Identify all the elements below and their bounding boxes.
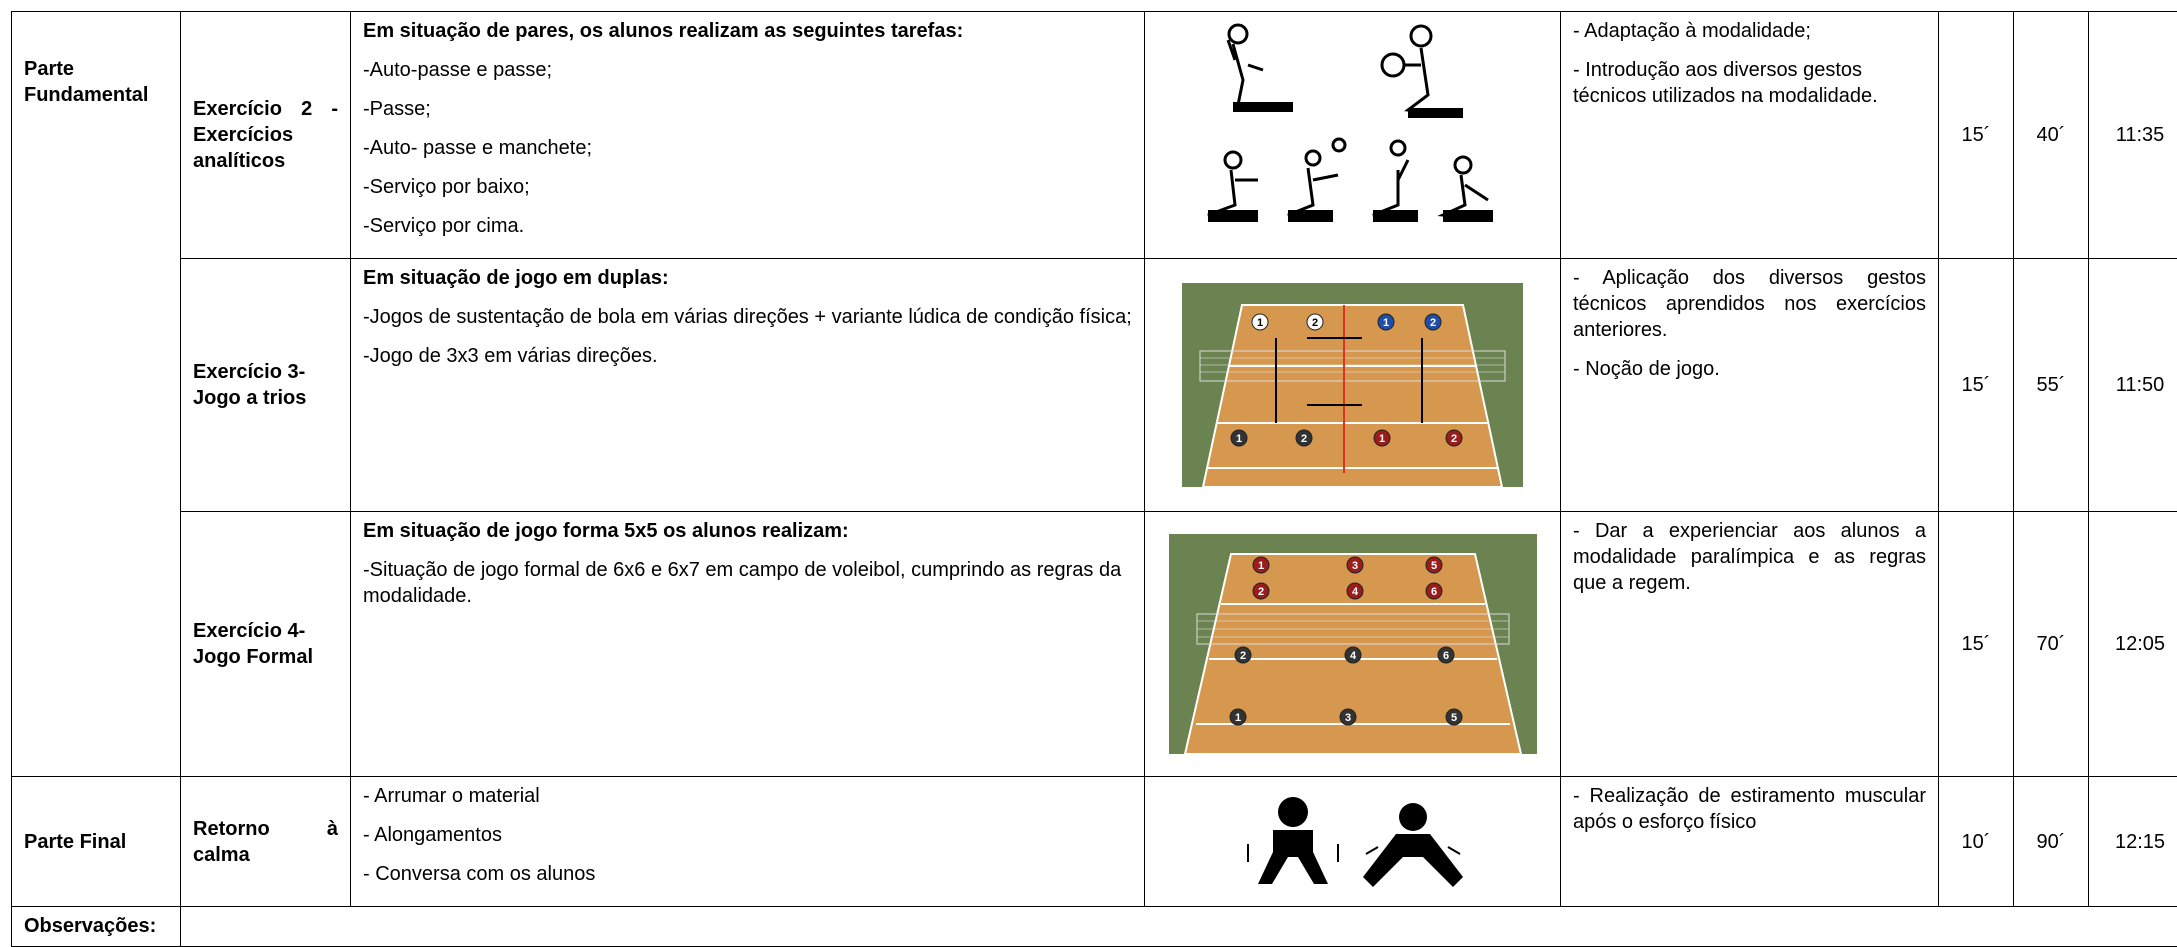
player-number: 2 xyxy=(1301,433,1307,445)
court-diagram: 1 2 1 2 1 2 1 2 xyxy=(1182,283,1523,487)
notes-label: Observações: xyxy=(12,907,181,947)
player-number: 3 xyxy=(1344,712,1350,724)
player-number: 2 xyxy=(1430,317,1436,329)
total: 55´ xyxy=(2014,259,2089,512)
player-number: 2 xyxy=(1257,586,1263,598)
stretching-figures xyxy=(1228,792,1478,892)
task: -Passe; xyxy=(363,96,1132,122)
objective: - Noção de jogo. xyxy=(1573,356,1926,382)
player-number: 6 xyxy=(1430,586,1436,598)
section: Parte Fundamental xyxy=(24,58,148,106)
task-heading: Em situação de jogo em duplas: xyxy=(363,265,1132,291)
image-cell: 1 2 1 2 1 2 1 2 xyxy=(1145,259,1561,512)
lesson-plan-table: Parte Fundamental Exercício 2 - Exercíci… xyxy=(11,11,2177,947)
player-number: 3 xyxy=(1351,560,1357,572)
task: -Auto- passe e manchete; xyxy=(363,135,1132,161)
exercise: Retorno à calma xyxy=(181,777,351,907)
objective-cell: - Adaptação à modalidade; - Introdução ao… xyxy=(1561,12,1939,259)
duration: 15´ xyxy=(1939,512,2014,777)
player-number: 6 xyxy=(1442,650,1448,662)
objective: - Introdução aos diversos gestos técnico… xyxy=(1573,57,1926,109)
objective: - Aplicação dos diversos gestos técnicos… xyxy=(1573,265,1926,343)
task: -Auto-passe e passe; xyxy=(363,57,1132,83)
section: Parte Final xyxy=(12,777,181,907)
task-cell: - Arrumar o material - Alongamentos - Conv… xyxy=(351,777,1145,907)
objective-cell: - Aplicação dos diversos gestos técnicos… xyxy=(1561,259,1939,512)
player-number: 2 xyxy=(1312,317,1318,329)
page: Parte Fundamental Exercício 2 - Exercíci… xyxy=(0,0,2177,920)
image-cell xyxy=(1145,777,1561,907)
court-diagram: 1 3 5 2 4 6 2 4 6 1 3 5 xyxy=(1169,534,1537,754)
total: 90´ xyxy=(2014,777,2089,907)
sitting-volley-figures xyxy=(1203,20,1503,250)
player-number: 1 xyxy=(1234,712,1240,724)
time: 12:15 xyxy=(2089,777,2177,907)
task: -Serviço por cima. xyxy=(363,213,1132,239)
player-number: 4 xyxy=(1349,650,1356,662)
time: 12:05 xyxy=(2089,512,2177,777)
player-number: 4 xyxy=(1351,586,1358,598)
objective: - Adaptação à modalidade; xyxy=(1573,18,1926,44)
player-number: 2 xyxy=(1239,650,1245,662)
duration: 10´ xyxy=(1939,777,2014,907)
exercise: Exercício 2 - Exercícios analíticos xyxy=(181,12,351,259)
exercise: Exercício 3- Jogo a trios xyxy=(181,259,351,512)
objective: - Dar a experienciar aos alunos a modali… xyxy=(1573,518,1926,596)
player-number: 2 xyxy=(1451,433,1457,445)
time: 11:50 xyxy=(2089,259,2177,512)
task: - Arrumar o material xyxy=(363,783,1132,809)
player-number: 5 xyxy=(1450,712,1456,724)
task-heading: Em situação de jogo forma 5x5 os alunos … xyxy=(363,518,1132,544)
objective-cell: - Dar a experienciar aos alunos a modali… xyxy=(1561,512,1939,777)
objective: - Realização de estiramento muscular apó… xyxy=(1573,783,1926,835)
total: 70´ xyxy=(2014,512,2089,777)
player-number: 1 xyxy=(1236,433,1242,445)
task: -Situação de jogo formal de 6x6 e 6x7 em… xyxy=(363,557,1132,609)
task: - Conversa com os alunos xyxy=(363,861,1132,887)
image-cell: 1 3 5 2 4 6 2 4 6 1 3 5 xyxy=(1145,512,1561,777)
player-number: 1 xyxy=(1379,433,1385,445)
task-heading: Em situação de pares, os alunos realizam… xyxy=(363,18,1132,44)
player-number: 1 xyxy=(1257,317,1263,329)
task: -Jogos de sustentação de bola em várias … xyxy=(363,304,1132,330)
image-cell xyxy=(1145,12,1561,259)
duration: 15´ xyxy=(1939,12,2014,259)
section-cell: Parte Fundamental xyxy=(12,12,181,777)
task: - Alongamentos xyxy=(363,822,1132,848)
task: -Serviço por baixo; xyxy=(363,174,1132,200)
duration: 15´ xyxy=(1939,259,2014,512)
time: 11:35 xyxy=(2089,12,2177,259)
total: 40´ xyxy=(2014,12,2089,259)
player-number: 5 xyxy=(1430,560,1436,572)
task-cell: Em situação de pares, os alunos realizam… xyxy=(351,12,1145,259)
exercise: Exercício 4- Jogo Formal xyxy=(181,512,351,777)
task: -Jogo de 3x3 em várias direções. xyxy=(363,343,1132,369)
player-number: 1 xyxy=(1383,317,1389,329)
notes xyxy=(181,907,2177,947)
objective-cell: - Realização de estiramento muscular apó… xyxy=(1561,777,1939,907)
player-number: 1 xyxy=(1257,560,1263,572)
task-cell: Em situação de jogo em duplas: -Jogos de … xyxy=(351,259,1145,512)
task-cell: Em situação de jogo forma 5x5 os alunos … xyxy=(351,512,1145,777)
